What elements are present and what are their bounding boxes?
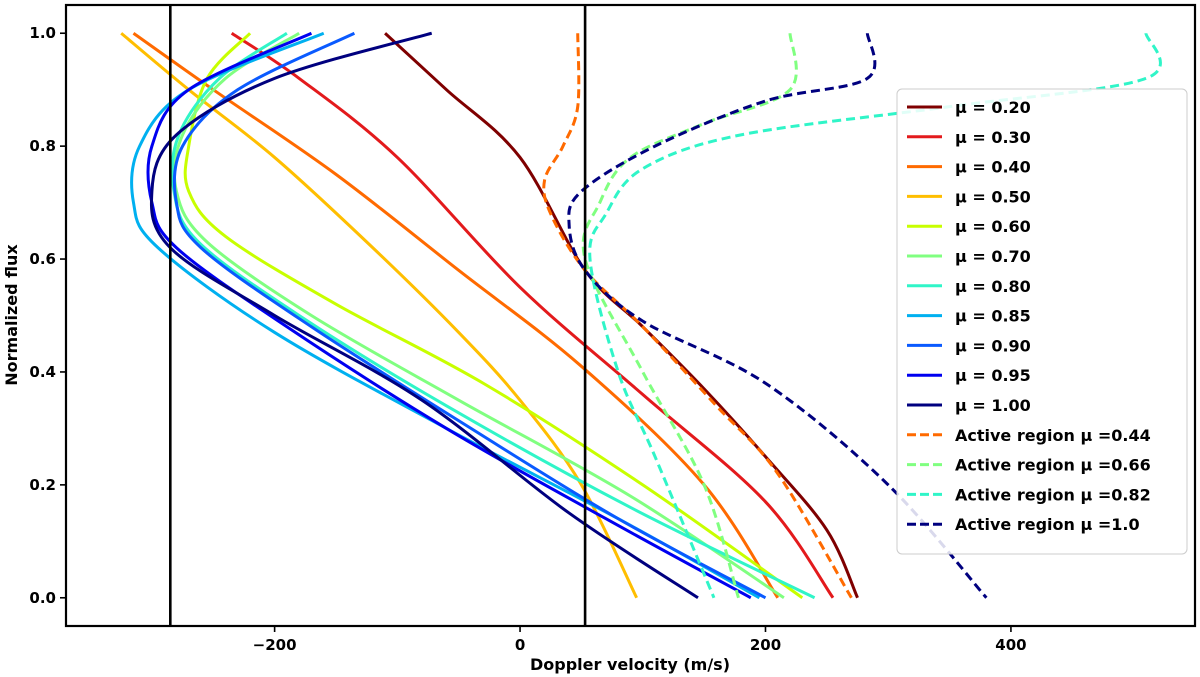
legend-label-8: μ = 0.90 [955,336,1031,355]
series-line-8 [172,31,767,600]
legend-label-1: μ = 0.30 [955,128,1031,147]
series-line-6 [170,31,816,600]
legend-label-12: Active region μ =0.66 [955,456,1151,475]
plot-frame [64,3,1197,628]
x-tick-label: 0 [515,636,525,654]
x-tick-label: −200 [253,636,297,654]
series-line-14 [567,32,988,599]
series-line-1 [230,31,835,599]
series-line-5 [172,31,785,600]
y-tick-label: 0.2 [29,476,56,494]
x-axis-label: Doppler velocity (m/s) [530,655,730,674]
legend-label-9: μ = 0.95 [955,366,1031,385]
legend-box [896,88,1188,555]
axis-ticks: −200 0 200 400 0.0 0.2 0.4 0.6 0.8 1.0 [29,24,1026,654]
x-tick-label: 200 [750,636,781,654]
legend-label-0: μ = 0.20 [955,98,1031,117]
legend-label-6: μ = 0.80 [955,277,1031,296]
y-tick-label: 0.8 [29,137,56,155]
legend-label-11: Active region μ =0.44 [955,426,1151,445]
series-line-10 [149,31,699,600]
legend-label-7: μ = 0.85 [955,307,1031,326]
series-line-12 [581,33,798,599]
y-tick-label: 0.0 [29,589,56,607]
series-line-9 [146,31,752,600]
series-lines [120,31,1162,600]
series-line-0 [384,32,859,599]
legend-label-10: μ = 1.00 [955,396,1031,415]
legend-label-13: Active region μ =0.82 [955,485,1151,504]
y-tick-label: 0.4 [29,363,56,381]
y-tick-label: 1.0 [29,24,56,42]
series-line-4 [183,32,804,599]
legend-label-4: μ = 0.60 [955,217,1031,236]
y-tick-label: 0.6 [29,250,56,268]
series-line-11 [542,33,853,599]
x-tick-label: 400 [995,636,1026,654]
legend-label-14: Active region μ =1.0 [955,515,1140,534]
legend: μ = 0.20 μ = 0.30 μ = 0.40 μ = 0.50 μ = 0.60… [896,88,1188,555]
reference-lines [169,5,587,626]
legend-label-2: μ = 0.40 [955,158,1031,177]
legend-label-5: μ = 0.70 [955,247,1031,266]
legend-label-3: μ = 0.50 [955,187,1031,206]
y-axis-label: Normalized flux [2,244,21,386]
